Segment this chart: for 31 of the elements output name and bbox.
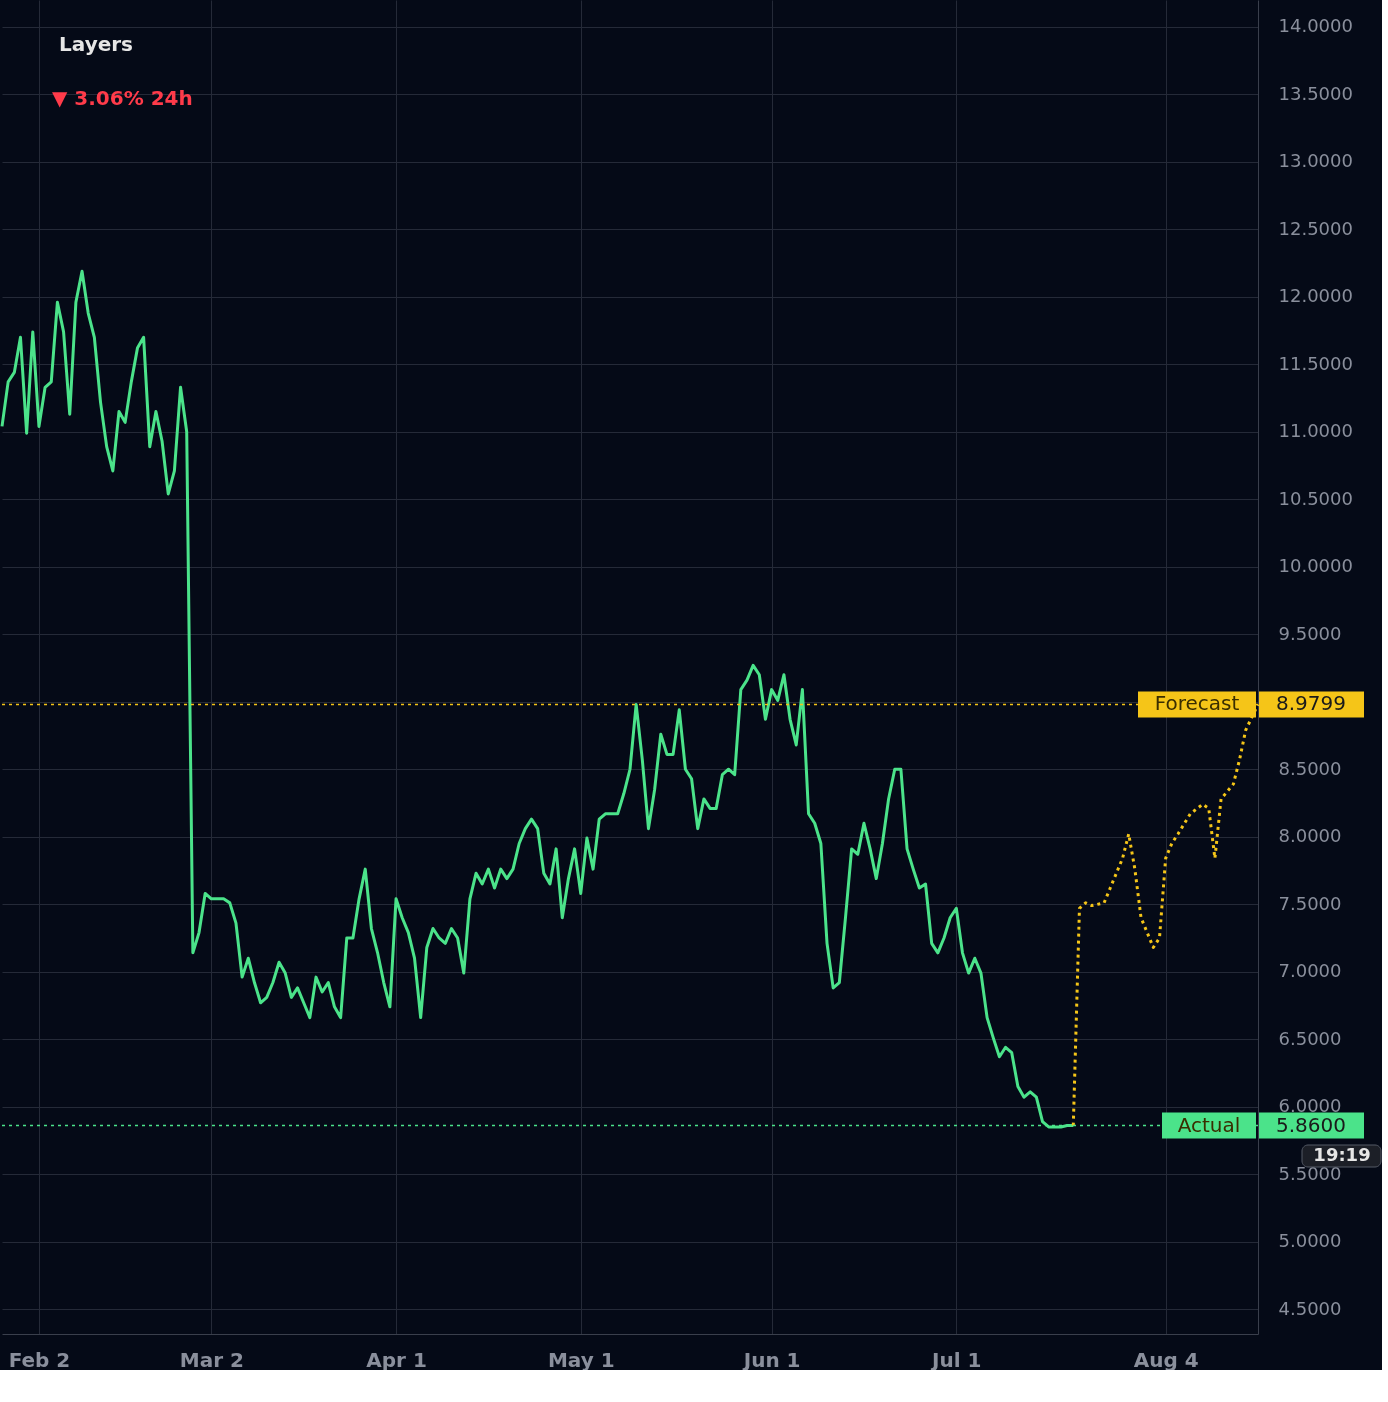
ref-line-label: Forecast [1154, 691, 1240, 716]
y-tick-label: 9.5000 [1278, 622, 1342, 644]
y-tick-label: 10.5000 [1278, 487, 1353, 509]
x-tick-label: Jun 1 [741, 1347, 801, 1372]
text: 19:19 [1313, 1144, 1371, 1165]
y-tick-label: 6.5000 [1278, 1027, 1342, 1049]
y-tick-label: 11.5000 [1278, 352, 1353, 374]
y-tick-label: 10.0000 [1278, 555, 1353, 577]
x-tick-label: May 1 [547, 1347, 615, 1372]
annotation: Layers [59, 32, 133, 56]
y-tick-label: 14.0000 [1278, 15, 1353, 37]
y-tick-label: 4.5000 [1278, 1297, 1342, 1319]
x-tick-label: Feb 2 [8, 1347, 71, 1372]
text: 8.9799 [1276, 691, 1346, 716]
y-tick-label: 12.5000 [1278, 217, 1353, 239]
y-tick-label: 5.5000 [1278, 1162, 1342, 1184]
y-tick-label: 7.0000 [1278, 960, 1342, 982]
y-tick-label: 7.5000 [1278, 892, 1342, 914]
ref-line-label: Actual [1177, 1112, 1241, 1137]
y-tick-label: 11.0000 [1278, 420, 1353, 442]
y-tick-label: 8.5000 [1278, 757, 1342, 779]
x-tick-label: Mar 2 [179, 1347, 244, 1372]
x-tick-label: Jul 1 [930, 1347, 982, 1372]
y-tick-label: 13.5000 [1278, 82, 1353, 104]
y-tick-label: 5.0000 [1278, 1230, 1342, 1252]
annotation: ▼ 3.06% 24h [52, 86, 193, 110]
x-tick-label: Apr 1 [366, 1347, 427, 1372]
y-tick-label: 13.0000 [1278, 150, 1353, 172]
x-tick-label: Aug 4 [1133, 1347, 1199, 1372]
y-tick-label: 12.0000 [1278, 285, 1353, 307]
y-tick-label: 8.0000 [1278, 825, 1342, 847]
